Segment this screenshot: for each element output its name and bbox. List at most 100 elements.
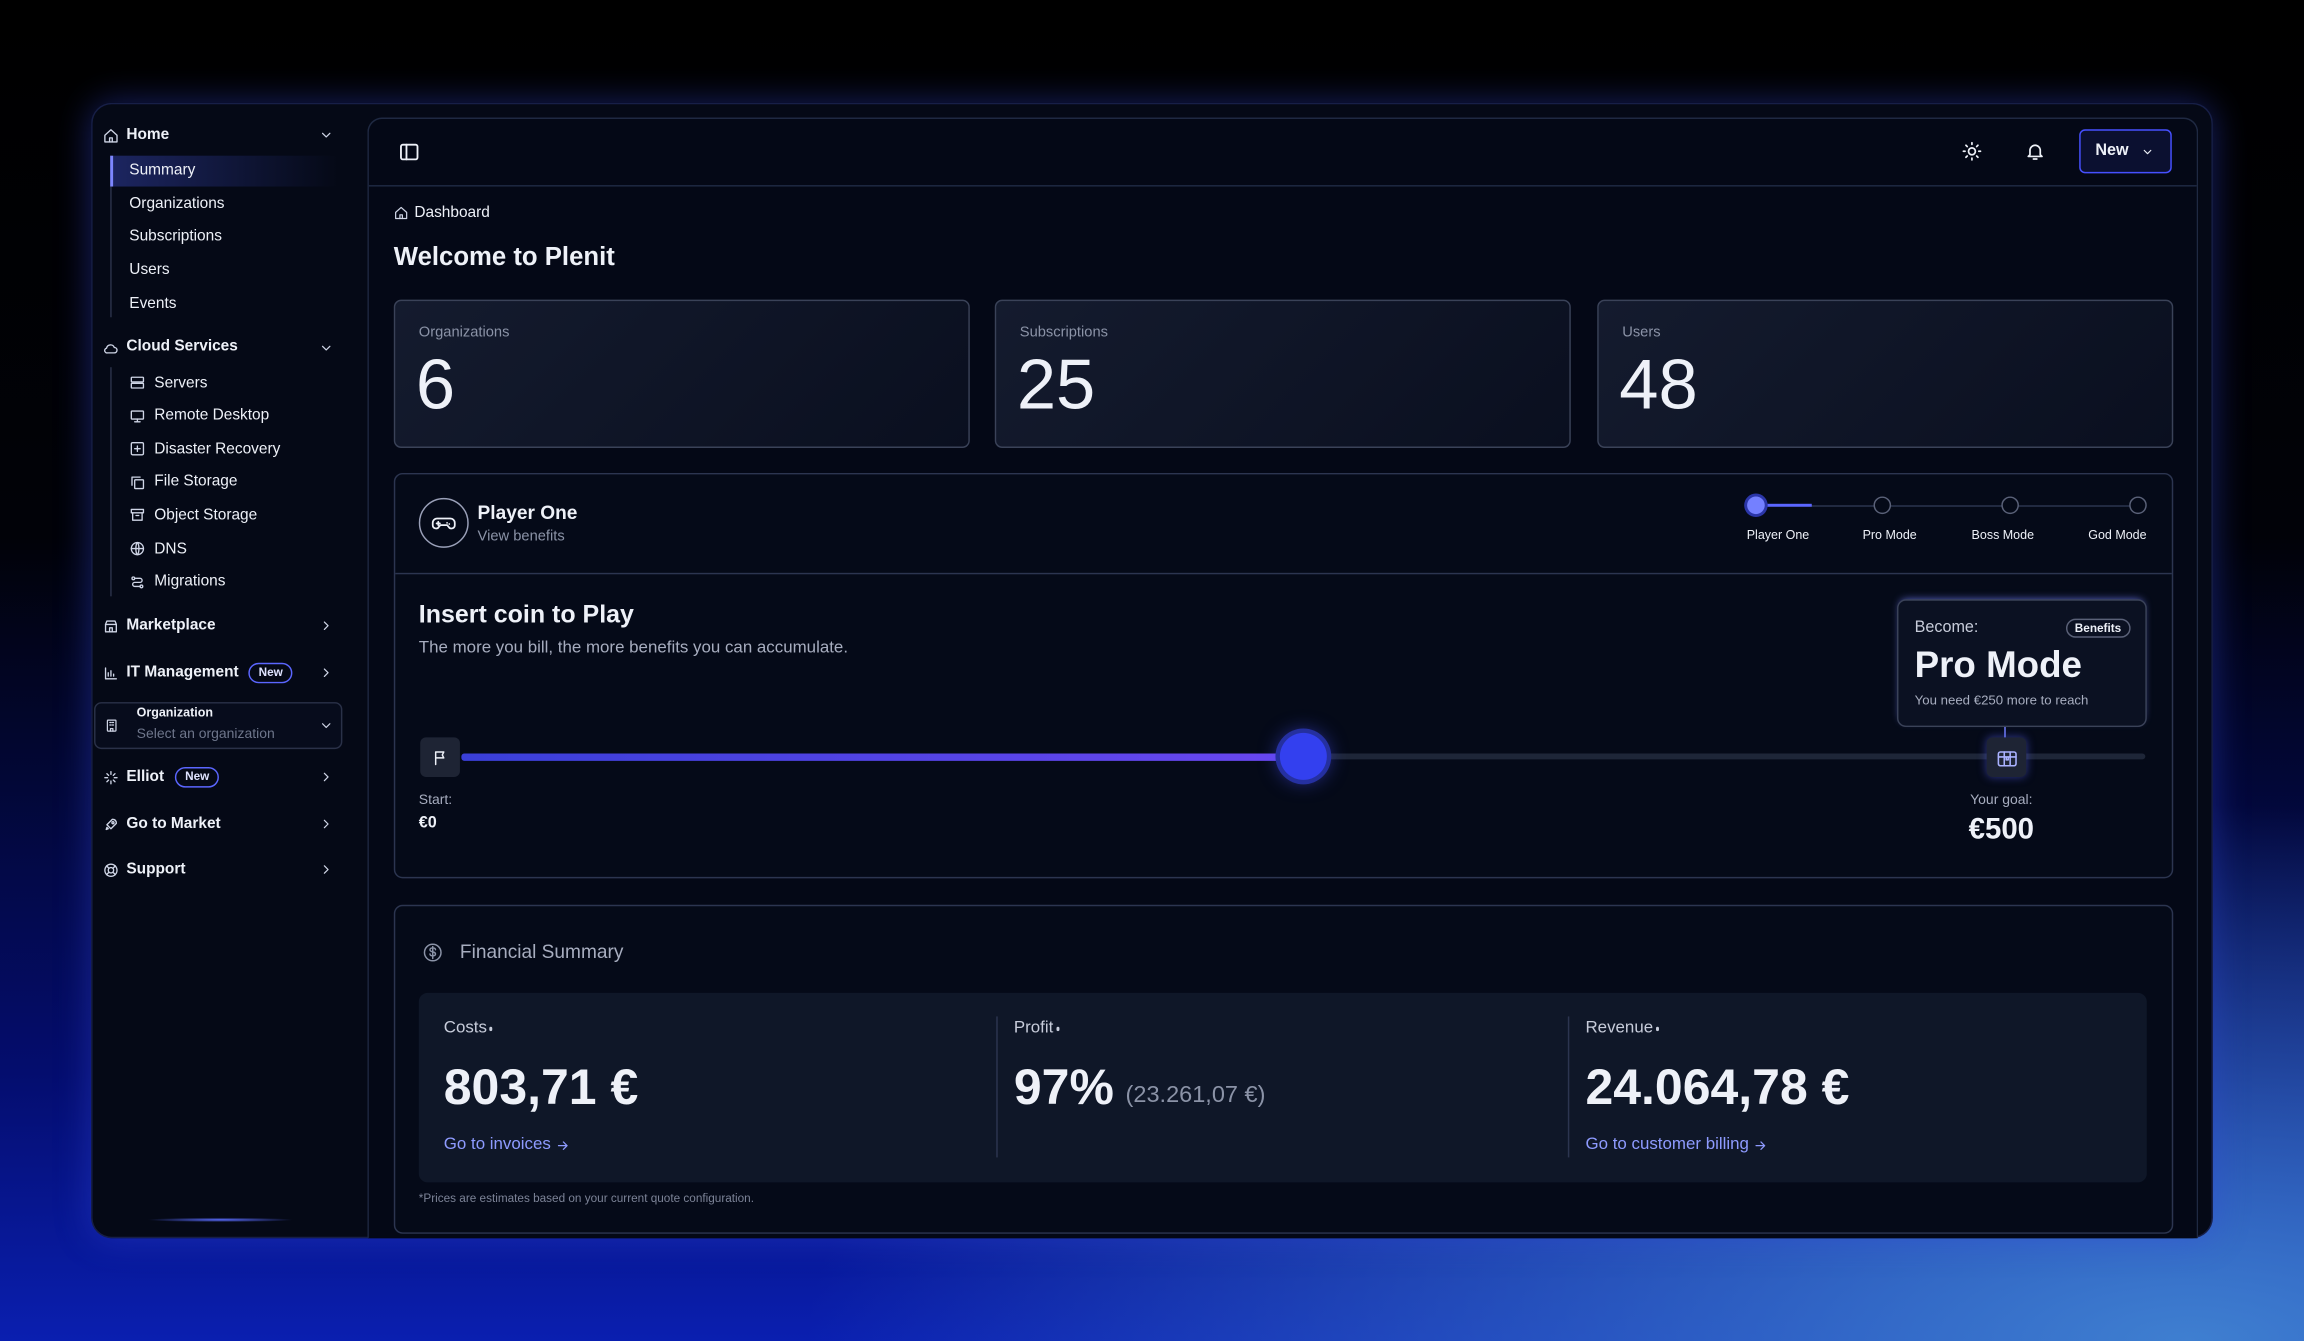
icon-part: [129, 376, 144, 383]
dollar-icon: [421, 942, 443, 964]
chevron: [319, 128, 334, 143]
icon-part: [323, 819, 329, 829]
icon-part: [1962, 141, 1982, 161]
nav-item[interactable]: Object Storage: [154, 506, 258, 524]
icon-part: [103, 770, 117, 784]
theme-toggle[interactable]: [1962, 141, 1983, 162]
icon-part: [131, 577, 143, 587]
nav-item[interactable]: DNS: [154, 539, 187, 557]
home-icon: [102, 127, 118, 143]
icon-part: [1755, 1141, 1766, 1150]
nav-group[interactable]: Support: [126, 860, 186, 878]
icon-part: [104, 666, 117, 679]
icon-part: [106, 866, 114, 873]
icon-part: [133, 417, 141, 422]
icon-part: [104, 619, 117, 632]
metric-link[interactable]: Go to customer billing: [1585, 1135, 1749, 1154]
icon-part: [2027, 144, 2043, 160]
icon-part: [323, 819, 329, 829]
chevron: [319, 341, 334, 356]
nav-icon: [102, 861, 118, 877]
nav-cloud-services[interactable]: Cloud Services: [126, 337, 238, 356]
stat-value: 6: [415, 346, 456, 425]
notifications[interactable]: [2025, 141, 2046, 162]
nav-group[interactable]: Go to Market: [126, 814, 221, 833]
new-button[interactable]: [2079, 129, 2172, 174]
nav-item[interactable]: Migrations: [154, 572, 226, 591]
step-label: Boss Mode: [1971, 527, 2035, 542]
metric-link[interactable]: Go to invoices: [443, 1135, 551, 1154]
start-value: €0: [418, 814, 437, 832]
service-icon: [129, 541, 145, 557]
breadcrumb[interactable]: Dashboard: [414, 203, 490, 222]
financial-panel: [418, 992, 2147, 1183]
nav-group[interactable]: Marketplace: [126, 616, 216, 635]
icon-part: [2027, 144, 2043, 158]
icon-part: [129, 409, 144, 420]
org-icon: [104, 718, 119, 733]
become-card: [1896, 599, 2147, 728]
chest-icon: [1995, 745, 2019, 769]
icon-part: [103, 343, 117, 353]
icon-part: [130, 476, 144, 489]
select-placeholder: Select an organization: [136, 725, 275, 742]
organization-select[interactable]: [94, 702, 343, 750]
sidebar-glow: [146, 1217, 294, 1223]
nav-item[interactable]: Servers: [154, 373, 208, 391]
icon-part: [129, 409, 144, 422]
start-label: Start:: [418, 792, 453, 809]
icon-part: [130, 476, 141, 486]
service-icon: [129, 507, 145, 523]
nav-home[interactable]: Home: [126, 125, 170, 144]
step-dot: [2001, 496, 2019, 515]
step-label: Pro Mode: [1862, 527, 1917, 542]
chevron: [2140, 145, 2153, 158]
stat-label: Organizations: [418, 324, 510, 341]
icon-part: [431, 517, 456, 530]
icon-part: [431, 517, 456, 530]
icon-part: [108, 136, 113, 142]
icon-part: [103, 770, 117, 784]
nav-icon: [102, 665, 118, 681]
nav-item[interactable]: Organizations: [129, 194, 225, 213]
nav-icon: [102, 618, 118, 634]
service-icon: [129, 441, 145, 457]
icon-part: [434, 750, 444, 765]
tier-subtitle[interactable]: View benefits: [477, 528, 565, 545]
nav-item[interactable]: Subscriptions: [129, 227, 222, 246]
nav-item[interactable]: Disaster Recovery: [154, 439, 281, 458]
icon-part: [103, 343, 117, 353]
icon-part: [133, 478, 144, 489]
step-label: Player One: [1746, 527, 1810, 542]
progress-title: Insert coin to Play: [418, 600, 634, 629]
service-icon: [129, 408, 145, 424]
icon-part: [129, 382, 144, 389]
nav-item[interactable]: Events: [129, 294, 177, 313]
icon-part: [557, 1141, 568, 1150]
nav-group[interactable]: IT Management: [126, 663, 239, 682]
benefits-badge[interactable]: Benefits: [2065, 617, 2130, 638]
nav-item[interactable]: Summary: [129, 161, 196, 179]
metric-detail: (23.261,07 €): [1125, 1083, 1266, 1109]
nav-group[interactable]: Elliot: [126, 767, 165, 786]
icon-part: [323, 772, 329, 782]
goal-label: Your goal:: [1970, 792, 2033, 809]
slider-knob[interactable]: [1279, 732, 1327, 780]
nav-item[interactable]: File Storage: [154, 472, 238, 491]
chevron: [319, 718, 334, 733]
icon-part: [395, 206, 408, 220]
column-divider: [996, 1016, 998, 1158]
nav-item[interactable]: Remote Desktop: [154, 406, 270, 425]
sidebar-toggle[interactable]: [397, 140, 419, 162]
icon-part: [323, 621, 329, 630]
tier-icon: [431, 510, 457, 536]
new-button-label[interactable]: New: [2095, 141, 2129, 160]
icon-part: [129, 509, 144, 515]
next-tier: Pro Mode: [1914, 644, 2083, 686]
icon-part: [423, 943, 442, 962]
icon-part: [434, 750, 444, 765]
nav-item[interactable]: Users: [129, 261, 170, 279]
metric-value: 97%: [1013, 1059, 1114, 1116]
icon-part: [103, 128, 117, 142]
tier-name: Player One: [477, 501, 578, 524]
